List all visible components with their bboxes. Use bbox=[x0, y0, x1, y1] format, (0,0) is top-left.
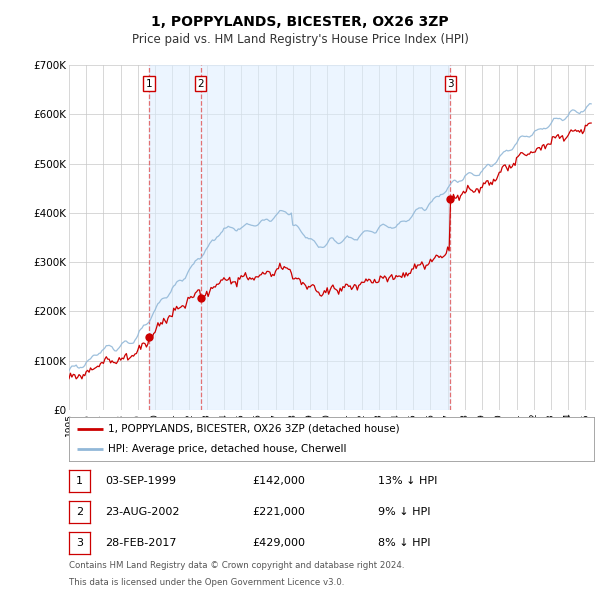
Text: 2: 2 bbox=[76, 507, 83, 517]
Text: Price paid vs. HM Land Registry's House Price Index (HPI): Price paid vs. HM Land Registry's House … bbox=[131, 33, 469, 46]
Text: 3: 3 bbox=[447, 79, 454, 89]
Text: 1, POPPYLANDS, BICESTER, OX26 3ZP: 1, POPPYLANDS, BICESTER, OX26 3ZP bbox=[151, 15, 449, 30]
Text: £429,000: £429,000 bbox=[252, 538, 305, 548]
Text: £142,000: £142,000 bbox=[252, 477, 305, 486]
Text: £221,000: £221,000 bbox=[252, 507, 305, 517]
Text: HPI: Average price, detached house, Cherwell: HPI: Average price, detached house, Cher… bbox=[109, 444, 347, 454]
Text: 1: 1 bbox=[146, 79, 152, 89]
Text: 03-SEP-1999: 03-SEP-1999 bbox=[105, 477, 176, 486]
Bar bbox=[149, 65, 451, 410]
Text: 13% ↓ HPI: 13% ↓ HPI bbox=[378, 477, 437, 486]
Text: This data is licensed under the Open Government Licence v3.0.: This data is licensed under the Open Gov… bbox=[69, 578, 344, 586]
Text: 3: 3 bbox=[76, 538, 83, 548]
Text: 1, POPPYLANDS, BICESTER, OX26 3ZP (detached house): 1, POPPYLANDS, BICESTER, OX26 3ZP (detac… bbox=[109, 424, 400, 434]
Text: 9% ↓ HPI: 9% ↓ HPI bbox=[378, 507, 431, 517]
Text: 8% ↓ HPI: 8% ↓ HPI bbox=[378, 538, 431, 548]
Text: 2: 2 bbox=[197, 79, 204, 89]
Text: 1: 1 bbox=[76, 477, 83, 486]
Text: 28-FEB-2017: 28-FEB-2017 bbox=[105, 538, 176, 548]
Text: 23-AUG-2002: 23-AUG-2002 bbox=[105, 507, 179, 517]
Text: Contains HM Land Registry data © Crown copyright and database right 2024.: Contains HM Land Registry data © Crown c… bbox=[69, 561, 404, 570]
